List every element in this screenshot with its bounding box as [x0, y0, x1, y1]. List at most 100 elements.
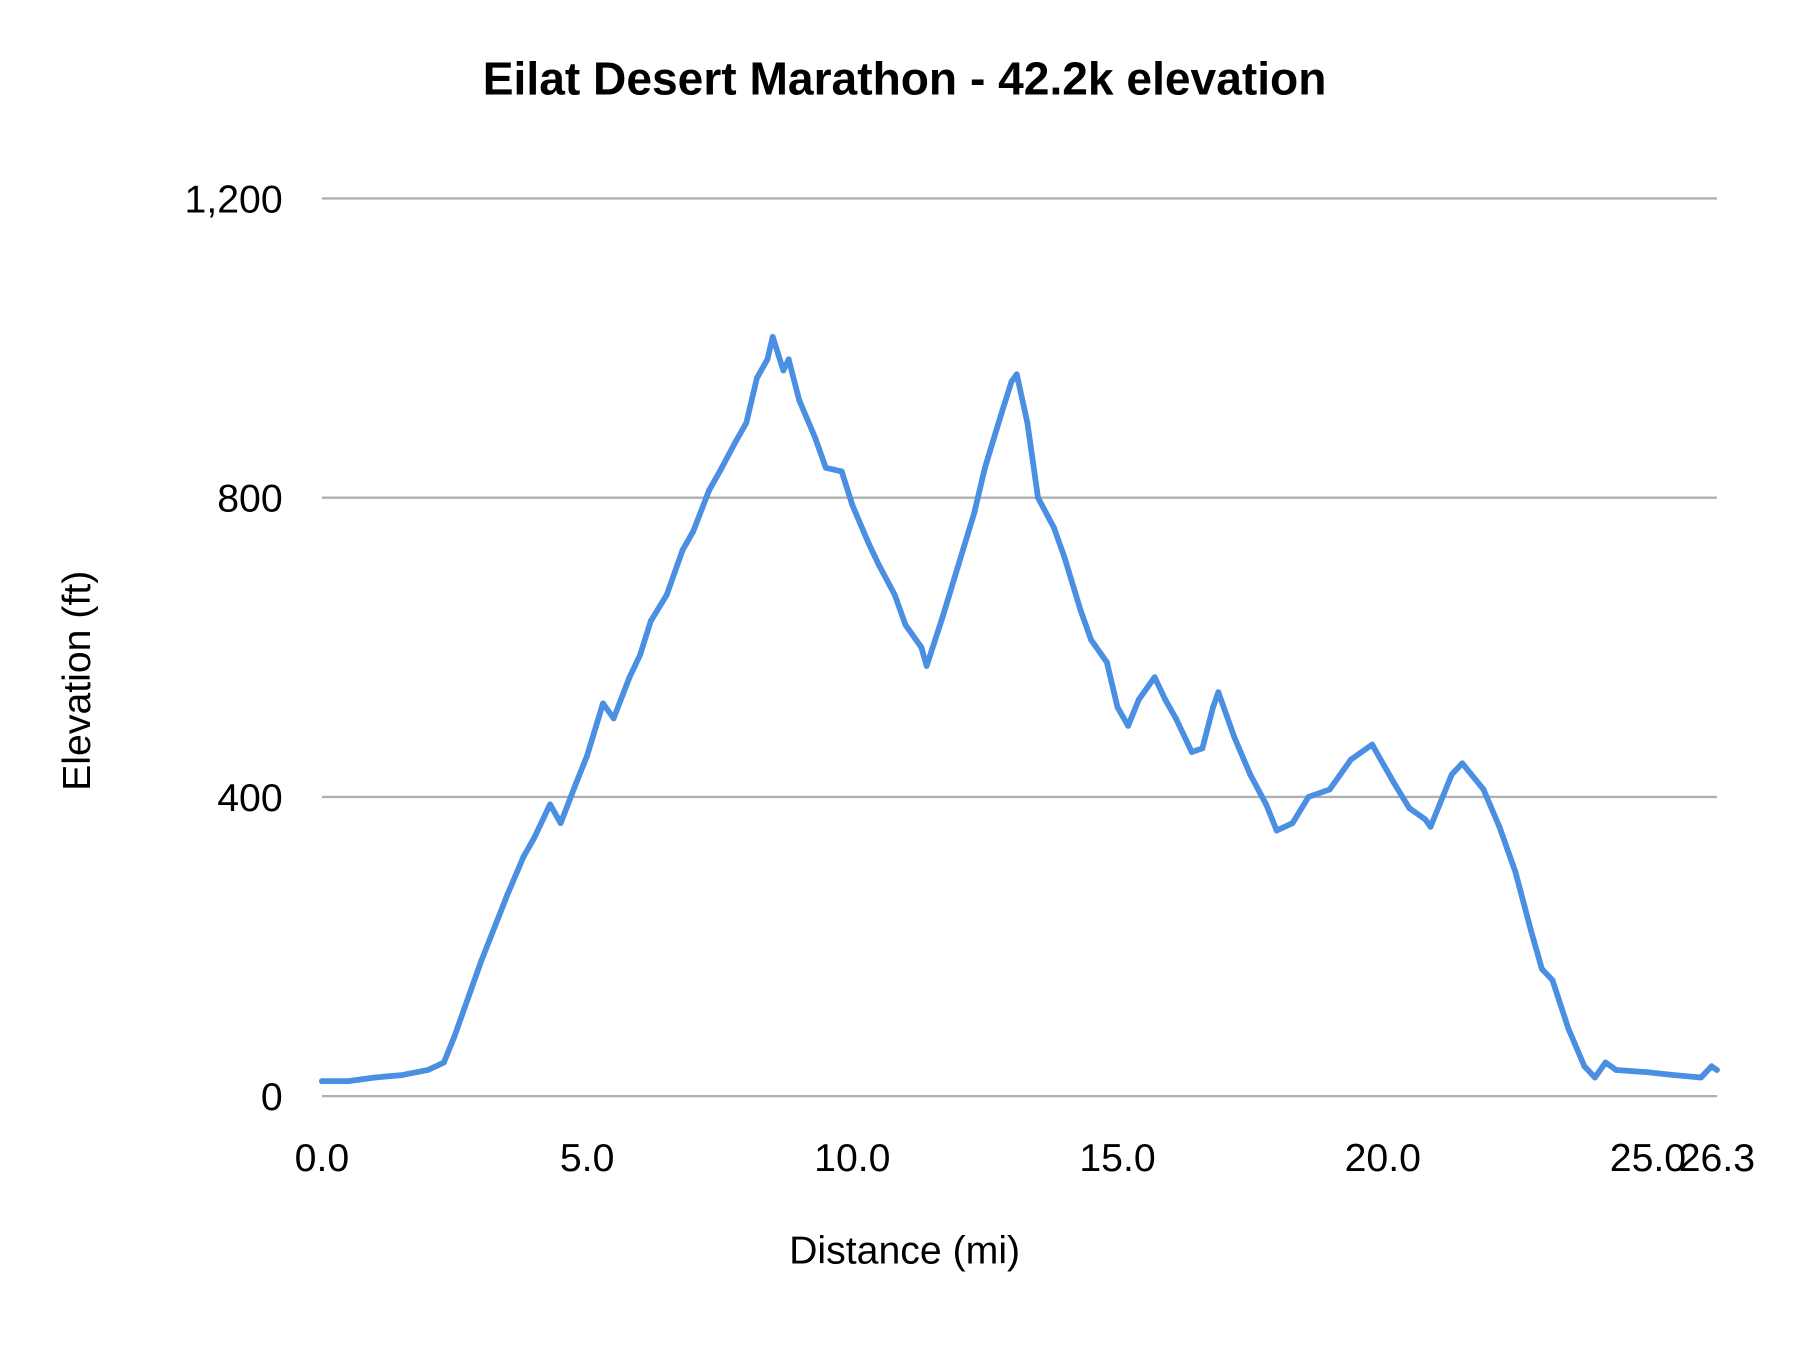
x-tick-label: 20.0	[1345, 1136, 1421, 1180]
data-point	[822, 464, 829, 471]
data-point	[319, 1078, 325, 1085]
data-point	[1289, 820, 1296, 826]
y-axis-label: Elevation (ft)	[55, 571, 99, 791]
data-point	[1512, 868, 1519, 875]
data-point	[939, 614, 946, 621]
data-point	[610, 715, 617, 722]
x-tick-label: 0.0	[295, 1136, 350, 1180]
data-point	[1215, 689, 1222, 696]
data-point	[1135, 696, 1142, 703]
data-point	[637, 651, 644, 658]
data-point	[1008, 378, 1015, 385]
data-point	[923, 663, 930, 669]
y-tick-label: 800	[217, 477, 282, 521]
data-point	[1480, 786, 1487, 793]
data-point	[647, 618, 654, 625]
data-point	[531, 835, 537, 841]
data-point	[865, 539, 872, 546]
data-point	[584, 752, 591, 759]
data-point	[690, 528, 697, 535]
x-tick-label: 10.0	[814, 1136, 890, 1180]
y-tick-label: 1,200	[185, 177, 283, 221]
data-point	[345, 1078, 352, 1085]
data-point	[1427, 823, 1434, 830]
data-point	[1698, 1074, 1704, 1081]
x-tick-label: 5.0	[560, 1136, 615, 1180]
data-point	[706, 487, 713, 494]
gridlines	[321, 197, 1717, 1098]
data-point	[1369, 741, 1376, 748]
data-point	[1199, 745, 1206, 752]
data-point	[1390, 779, 1397, 785]
y-axis-ticks: 0 400 800 1,200	[185, 177, 283, 1119]
data-point	[425, 1067, 431, 1073]
data-point	[1613, 1067, 1620, 1073]
data-point	[1013, 371, 1020, 378]
data-point	[1162, 696, 1169, 703]
x-axis-ticks: 0.0 5.0 10.0 15.0 20.0 25.026.3	[295, 1136, 1755, 1180]
data-point	[764, 356, 771, 363]
data-point	[1581, 1063, 1588, 1070]
data-point	[1114, 704, 1121, 711]
data-point	[547, 801, 553, 808]
x-axis-label: Distance (mi)	[789, 1228, 1020, 1272]
data-point	[1051, 524, 1057, 531]
data-point	[812, 434, 819, 441]
data-point	[982, 464, 988, 471]
data-point	[600, 700, 606, 707]
data-point	[504, 891, 511, 898]
data-point	[1422, 816, 1429, 823]
chart-title: Eilat Desert Marathon - 42.2k elevation	[483, 53, 1327, 105]
data-point	[796, 397, 803, 404]
data-point	[1273, 827, 1280, 834]
y-tick-label: 0	[261, 1075, 283, 1119]
data-point	[478, 958, 484, 965]
x-tick-label: 25.0	[1610, 1136, 1686, 1180]
data-point	[918, 644, 925, 651]
data-point	[780, 367, 787, 374]
data-point	[441, 1059, 447, 1066]
data-point	[743, 420, 750, 426]
data-point	[1305, 794, 1312, 800]
data-point	[1459, 760, 1466, 767]
data-point	[875, 562, 882, 568]
data-point	[1714, 1067, 1720, 1073]
data-point	[1173, 715, 1179, 722]
data-point	[1263, 801, 1269, 808]
data-point	[1592, 1074, 1598, 1081]
data-point	[1104, 659, 1110, 666]
data-point	[1188, 749, 1195, 755]
data-point	[1645, 1069, 1651, 1076]
data-point	[520, 853, 527, 860]
data-point	[785, 356, 792, 363]
data-point	[1708, 1063, 1715, 1070]
data-point	[838, 468, 845, 475]
data-point	[891, 592, 898, 598]
data-point	[1496, 823, 1503, 830]
data-point	[1231, 734, 1238, 740]
data-point	[1528, 928, 1535, 935]
data-point	[716, 468, 723, 475]
data-point	[679, 547, 686, 553]
data-point	[1088, 636, 1094, 643]
data-point	[1326, 786, 1333, 793]
data-point	[1024, 420, 1031, 426]
data-point	[955, 562, 962, 568]
data-point	[1125, 722, 1132, 729]
data-point	[467, 988, 474, 995]
data-point	[1671, 1072, 1678, 1079]
data-point	[1406, 805, 1413, 812]
data-point	[663, 592, 670, 598]
series-group	[319, 333, 1720, 1085]
data-point	[557, 820, 564, 826]
data-point	[769, 333, 776, 340]
data-point	[1448, 771, 1455, 778]
data-point	[971, 509, 978, 516]
data-point	[1061, 554, 1068, 561]
data-point	[1077, 607, 1084, 613]
data-point	[1210, 704, 1216, 711]
x-tick-label: 26.3	[1679, 1136, 1755, 1180]
data-point	[626, 674, 633, 681]
data-point	[573, 779, 580, 785]
